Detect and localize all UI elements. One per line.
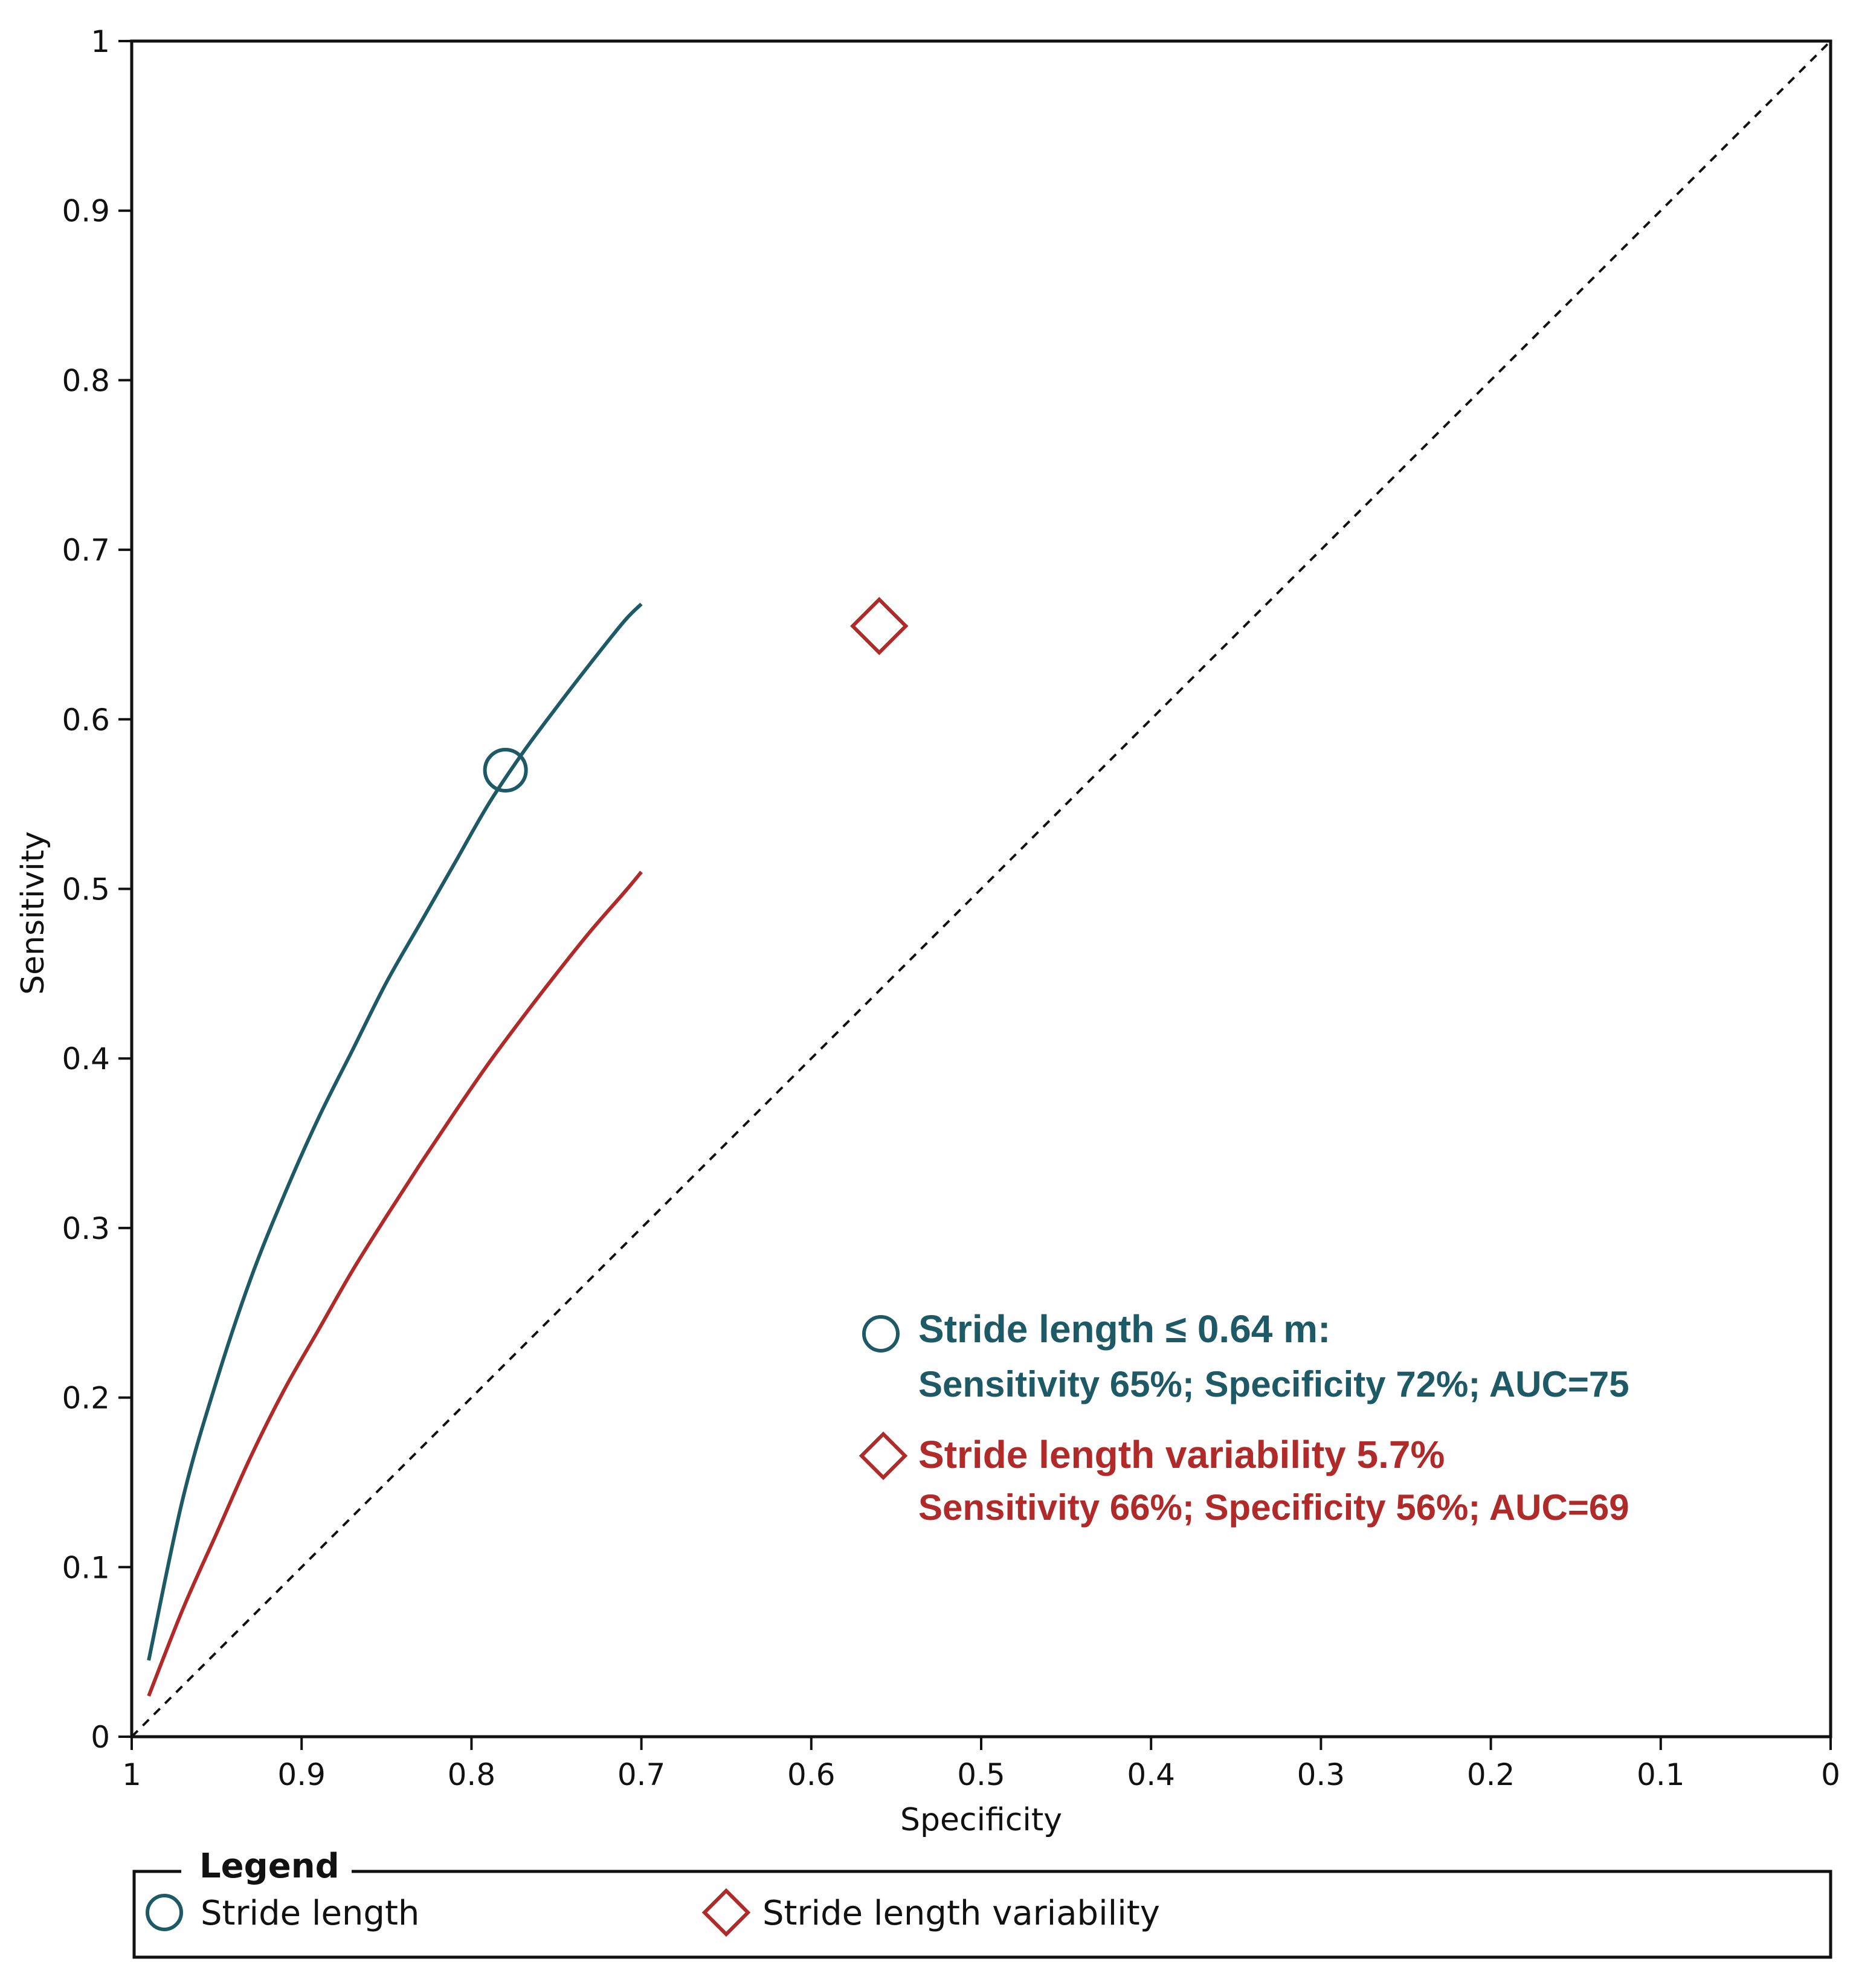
x-tick-label: 0.1: [1637, 1757, 1685, 1792]
y-tick-label: 0.3: [62, 1211, 110, 1246]
stride-length-variability-cutoff-point: [850, 597, 909, 655]
y-tick-label: 0.9: [62, 194, 110, 229]
legend: Legend Stride length Stride length varia…: [132, 1847, 1832, 1959]
annotation-circle-icon: [862, 1315, 900, 1353]
legend-circle-marker: [146, 1894, 183, 1931]
legend-label-stride-length-variability: Stride length variability: [762, 1894, 1160, 1933]
legend-circle-icon: [146, 1894, 183, 1931]
x-tick-label: 0.5: [957, 1757, 1005, 1792]
y-tick-label: 0.1: [62, 1550, 110, 1585]
x-tick-label: 0.4: [1127, 1757, 1175, 1792]
legend-diamond-icon: [701, 1888, 751, 1937]
annotation-circle-marker: [862, 1315, 900, 1353]
annotation-variability-title: Stride length variability 5.7%: [918, 1433, 1445, 1476]
x-tick-label: 0.8: [448, 1757, 496, 1792]
annotation-block: Stride length ≤ 0.64 m: Sensitivity 65%;…: [859, 1307, 1629, 1528]
x-axis-title: Specificity: [900, 1802, 1062, 1838]
y-axis-title: Sensitivity: [15, 831, 51, 995]
y-tick-label: 0: [91, 1720, 110, 1755]
legend-label-stride-length: Stride length: [201, 1894, 419, 1933]
annotation-diamond-icon: [859, 1431, 908, 1481]
y-tick-label: 0.7: [62, 533, 110, 568]
y-tick-label: 1: [91, 24, 110, 59]
x-tick-label: 1: [122, 1757, 141, 1792]
legend-diamond-marker: [701, 1888, 751, 1937]
y-axis-ticks: 0 0.1 0.2 0.3 0.4 0.5 0.6 0.7 0.8 0.9 1: [62, 24, 132, 1755]
y-tick-label: 0.6: [62, 703, 110, 738]
x-tick-label: 0.9: [277, 1757, 326, 1792]
x-tick-label: 0.6: [787, 1757, 836, 1792]
stride-length-roc-curve: [147, 602, 643, 1661]
x-tick-label: 0: [1821, 1757, 1840, 1792]
x-axis-ticks: 1 0.9 0.8 0.7 0.6 0.5 0.4 0.3 0.2 0.1 0: [122, 1737, 1840, 1792]
x-tick-label: 0.7: [617, 1757, 666, 1792]
y-tick-label: 0.4: [62, 1041, 110, 1076]
annotation-stride-length-detail: Sensitivity 65%; Specificity 72%; AUC=75: [918, 1364, 1629, 1404]
stride-length-variability-roc-curve: [147, 870, 643, 1697]
annotation-diamond-marker: [859, 1431, 908, 1481]
y-tick-label: 0.5: [62, 872, 110, 907]
x-tick-label: 0.3: [1297, 1757, 1345, 1792]
annotation-stride-length-title: Stride length ≤ 0.64 m:: [918, 1307, 1330, 1351]
legend-box: [132, 1870, 1832, 1959]
reference-diagonal-line: [130, 40, 1832, 1738]
legend-title: Legend: [199, 1847, 340, 1886]
x-tick-label: 0.2: [1467, 1757, 1515, 1792]
stride-length-cutoff-point: [483, 748, 528, 793]
y-tick-label: 0.8: [62, 363, 110, 398]
annotation-variability-detail: Sensitivity 66%; Specificity 56%; AUC=69: [918, 1487, 1629, 1528]
y-tick-label: 0.2: [62, 1381, 110, 1416]
